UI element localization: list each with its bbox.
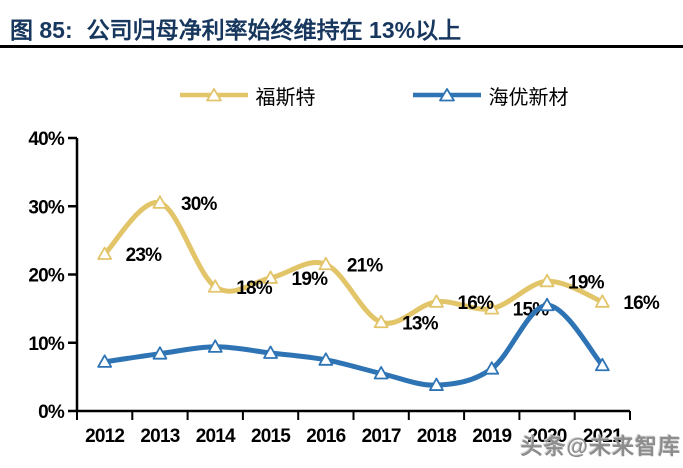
data-point-marker-1-2014 xyxy=(207,339,223,353)
data-point-marker-1-2015 xyxy=(263,345,278,359)
y-tick-label: 0% xyxy=(38,402,65,423)
data-point-marker-1-2013 xyxy=(152,346,168,360)
legend-line-triangle-marker-blue xyxy=(412,88,481,102)
data-point-marker-0-2013 xyxy=(152,195,168,209)
figure-title-row: 图 85: 公司归母净利率始终维持在 13%以上 xyxy=(10,11,680,45)
data-point-marker-0-2019 xyxy=(484,301,500,315)
data-point-label-2017: 13% xyxy=(402,313,439,334)
x-tick-label: 2012 xyxy=(85,426,124,447)
y-tick-label: 40% xyxy=(28,129,65,150)
legend-line-triangle-marker-yellow xyxy=(179,88,248,102)
data-point-label-2018: 16% xyxy=(457,293,494,314)
figure-title-text: 公司归母净利率始终维持在 13%以上 xyxy=(86,17,462,43)
x-tick-label: 2013 xyxy=(140,426,179,447)
y-tick-label: 10% xyxy=(28,334,65,355)
data-point-marker-1-2012 xyxy=(97,354,113,368)
data-point-marker-1-2018 xyxy=(429,377,444,391)
data-point-label-2015: 19% xyxy=(292,269,329,290)
x-tick-label: 2014 xyxy=(196,426,236,447)
data-point-marker-1-2017 xyxy=(373,366,389,380)
data-point-marker-0-2018 xyxy=(429,294,444,308)
y-tick-label: 20% xyxy=(28,266,65,287)
data-point-marker-0-2017 xyxy=(373,314,389,329)
x-tick-label: 2016 xyxy=(306,426,345,447)
x-tick-label: 2021 xyxy=(583,426,623,447)
data-point-label-2014: 18% xyxy=(236,278,273,299)
series-line-1 xyxy=(102,302,605,388)
data-point-marker-1-2021 xyxy=(594,357,610,372)
x-tick-label: 2017 xyxy=(362,426,401,447)
data-point-marker-0-2015 xyxy=(263,270,278,284)
data-point-marker-1-2016 xyxy=(318,352,334,366)
title-divider-line xyxy=(0,45,683,48)
data-point-marker-1-2019 xyxy=(484,361,500,375)
data-point-marker-0-2014 xyxy=(207,279,223,293)
figure-number-label: 图 85: xyxy=(10,17,73,43)
data-point-label-2013: 30% xyxy=(181,194,218,215)
legend-item-foster: 福斯特 xyxy=(179,81,316,110)
legend-label-haiyou: 海优新材 xyxy=(488,86,569,109)
x-tick-label: 2020 xyxy=(528,426,567,447)
chart-legend: 福斯特 海优新材 xyxy=(32,81,683,110)
data-point-marker-0-2020 xyxy=(539,273,555,288)
y-tick-label: 30% xyxy=(28,197,65,218)
data-point-marker-0-2012 xyxy=(97,246,113,260)
x-tick-label: 2018 xyxy=(417,426,456,447)
data-point-marker-0-2021 xyxy=(594,294,610,308)
data-point-label-2020: 19% xyxy=(568,272,605,293)
data-point-marker-0-2016 xyxy=(318,256,334,271)
x-tick-label: 2015 xyxy=(251,426,291,447)
x-tick-label: 2019 xyxy=(472,426,511,447)
data-point-label-2012: 23% xyxy=(126,245,163,266)
data-point-label-2021: 16% xyxy=(623,293,660,314)
legend-label-foster: 福斯特 xyxy=(255,86,316,109)
data-point-marker-1-2020 xyxy=(539,297,555,312)
legend-item-haiyou: 海优新材 xyxy=(412,81,569,110)
data-point-label-2016: 21% xyxy=(347,255,384,276)
watermark-text: 头条@未来智库 xyxy=(520,434,681,459)
series-line-0 xyxy=(102,200,605,326)
